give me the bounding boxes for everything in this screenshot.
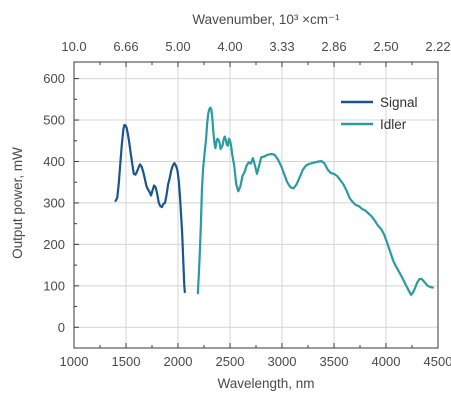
series-layer (114, 106, 434, 296)
x-tick-label: 3500 (320, 354, 349, 369)
x-tick-label: 3000 (268, 354, 297, 369)
grid-layer (74, 62, 438, 348)
tick-layer (73, 62, 439, 348)
x-tick-label: 4000 (372, 354, 401, 369)
y-tick-label: 300 (43, 195, 65, 210)
y-tick-label: 600 (43, 71, 65, 86)
legend: Signal Idler (341, 95, 418, 132)
y-tick-label: 200 (43, 237, 65, 252)
y-tick-label: 100 (43, 278, 65, 293)
top-axis-title: Wavenumber, 10³ ×cm⁻¹ (192, 12, 340, 27)
y-axis-title: Output power, mW (10, 147, 25, 259)
x-tick-label: 1000 (60, 354, 89, 369)
x-tick-label: 1500 (112, 354, 141, 369)
x-tick-label: 2000 (164, 354, 193, 369)
x-tick-label: 4500 (424, 354, 451, 369)
y-tick-label: 400 (43, 154, 65, 169)
top-tick-label: 3.33 (269, 39, 294, 54)
top-tick-label: 4.00 (217, 39, 242, 54)
legend-label-idler: Idler (380, 117, 407, 132)
y-tick-label: 500 (43, 113, 65, 128)
y-tick-label: 0 (58, 320, 65, 335)
top-tick-label: 2.50 (373, 39, 398, 54)
top-tick-label: 5.00 (165, 39, 190, 54)
series-line-signal (114, 123, 186, 294)
top-tick-label: 10.0 (61, 39, 86, 54)
x-axis-title: Wavelength, nm (217, 376, 314, 391)
top-tick-label: 2.86 (321, 39, 346, 54)
x-tick-label: 2500 (216, 354, 245, 369)
top-tick-label: 6.66 (113, 39, 138, 54)
legend-label-signal: Signal (380, 95, 418, 110)
series-line-idler (196, 106, 434, 296)
plot-background (74, 62, 438, 348)
top-tick-label: 2.22 (425, 39, 450, 54)
